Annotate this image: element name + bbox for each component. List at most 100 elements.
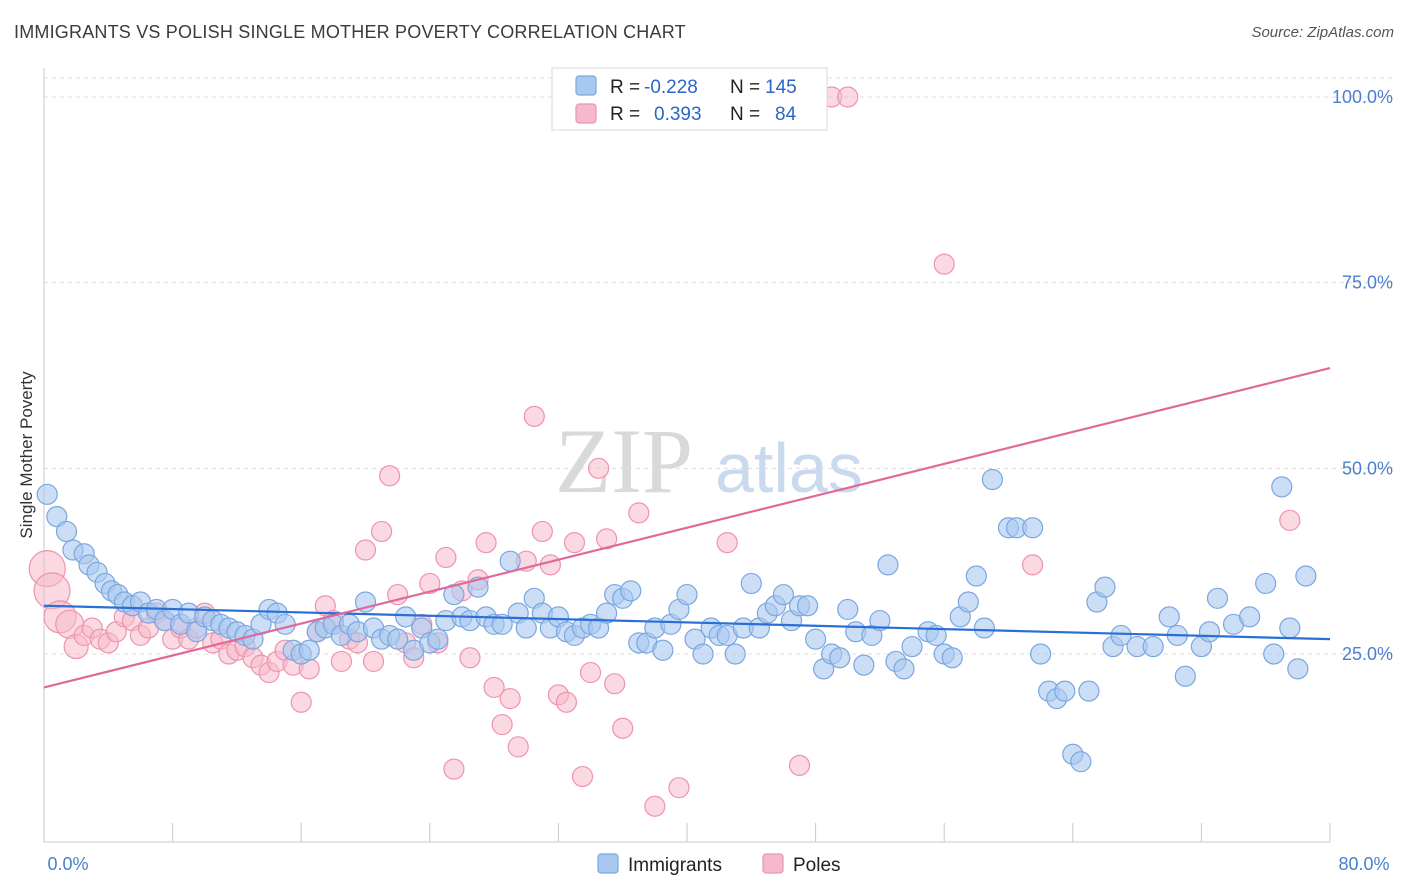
poles-point <box>483 676 505 699</box>
immigrants-point <box>877 554 899 576</box>
stats-legend: R = -0.228 N = 145 R = 0.393 N = 84 <box>551 67 828 131</box>
poles-point <box>523 405 545 427</box>
stats-legend-box <box>551 67 828 131</box>
immigrants-point <box>973 617 995 639</box>
poles-point <box>644 795 666 817</box>
immigrants-point <box>1239 606 1261 628</box>
poles-point <box>362 650 385 673</box>
poles-r-value: 0.393 <box>654 104 702 125</box>
poles-point <box>419 572 441 595</box>
legend-immigrants-swatch <box>597 853 619 874</box>
immigrants-point <box>724 643 746 665</box>
immigrants-n-label: N = <box>730 77 760 98</box>
immigrants-point <box>692 643 714 665</box>
poles-point <box>555 691 578 713</box>
immigrants-point <box>965 565 987 587</box>
immigrants-point <box>981 468 1004 491</box>
x-tick-label-max: 80.0% <box>1338 854 1389 874</box>
immigrants-trend-line <box>43 604 1331 641</box>
trend-lines <box>43 367 1331 689</box>
poles-point <box>788 754 811 777</box>
poles-n-label: N = <box>730 104 760 125</box>
poles-point <box>459 647 481 669</box>
immigrants-point <box>395 606 417 628</box>
chart-title: IMMIGRANTS VS POLISH SINGLE MOTHER POVER… <box>14 22 686 42</box>
immigrants-point <box>1070 751 1092 773</box>
immigrants-point <box>804 628 827 650</box>
immigrants-point <box>740 572 762 595</box>
gridlines <box>44 77 1395 655</box>
immigrants-point <box>387 628 409 650</box>
immigrants-points <box>36 468 1317 773</box>
poles-point <box>1022 554 1044 576</box>
immigrants-point <box>298 639 320 661</box>
immigrants-point <box>1158 606 1180 628</box>
poles-point <box>435 546 457 569</box>
immigrants-point <box>1142 635 1164 658</box>
immigrants-point <box>853 654 875 676</box>
poles-point <box>354 539 377 561</box>
immigrants-point <box>796 595 819 617</box>
immigrants-point <box>1030 643 1052 665</box>
y-axis-tick-labels: 25.0% 50.0% 75.0% 100.0% <box>1332 87 1393 664</box>
immigrants-point <box>36 483 58 505</box>
y-tick-label: 50.0% <box>1342 458 1393 478</box>
immigrants-point <box>1295 565 1317 587</box>
poles-point <box>475 531 497 554</box>
poles-trend-line <box>43 367 1331 689</box>
immigrants-point <box>467 576 489 598</box>
poles-r-label: R = <box>610 104 640 125</box>
poles-point <box>499 687 521 710</box>
poles-point <box>604 673 626 695</box>
poles-point <box>563 531 586 554</box>
x-axis-ticks <box>43 823 1331 842</box>
poles-point <box>387 583 409 606</box>
immigrants-point <box>46 506 68 528</box>
poles-point <box>579 661 602 684</box>
immigrants-point <box>1287 658 1309 680</box>
immigrants-point <box>893 658 915 680</box>
immigrants-point <box>652 639 674 661</box>
y-tick-label: 100.0% <box>1332 87 1393 107</box>
poles-point <box>290 691 312 713</box>
immigrants-point <box>274 613 296 635</box>
x-tick-label-min: 0.0% <box>47 854 88 874</box>
poles-point <box>539 554 561 576</box>
series-legend: Immigrants Poles <box>597 853 841 876</box>
immigrants-legend-swatch <box>575 75 597 96</box>
source-label: Source: ZipAtlas.com <box>1251 24 1394 41</box>
poles-point <box>571 765 594 788</box>
poles-point <box>379 465 401 487</box>
immigrants-n-value: 145 <box>765 77 797 98</box>
y-tick-label: 75.0% <box>1342 273 1393 293</box>
immigrants-point <box>499 550 521 572</box>
immigrants-point <box>925 624 947 647</box>
immigrants-point <box>829 647 851 669</box>
poles-point <box>668 777 690 799</box>
poles-point <box>370 520 393 543</box>
poles-n-value: 84 <box>775 104 797 125</box>
immigrants-point <box>491 613 513 635</box>
immigrants-point <box>515 617 537 639</box>
immigrants-point <box>1263 643 1285 665</box>
poles-point <box>837 86 859 108</box>
immigrants-point <box>941 647 963 669</box>
immigrants-point <box>676 583 698 606</box>
poles-point <box>596 528 618 550</box>
immigrants-point <box>596 602 618 624</box>
immigrants-point <box>427 628 449 650</box>
immigrants-point <box>1022 517 1044 539</box>
immigrants-point <box>1271 476 1293 498</box>
immigrants-point <box>1174 665 1196 687</box>
y-axis-label: Single Mother Poverty <box>17 371 36 539</box>
legend-poles-swatch <box>762 853 784 874</box>
poles-point <box>587 457 610 479</box>
immigrants-point <box>1279 617 1301 639</box>
immigrants-point <box>772 583 795 606</box>
immigrants-point <box>901 635 923 658</box>
poles-point <box>1279 509 1301 531</box>
poles-point <box>330 650 352 673</box>
immigrants-point <box>957 591 979 613</box>
immigrants-point <box>837 598 859 621</box>
